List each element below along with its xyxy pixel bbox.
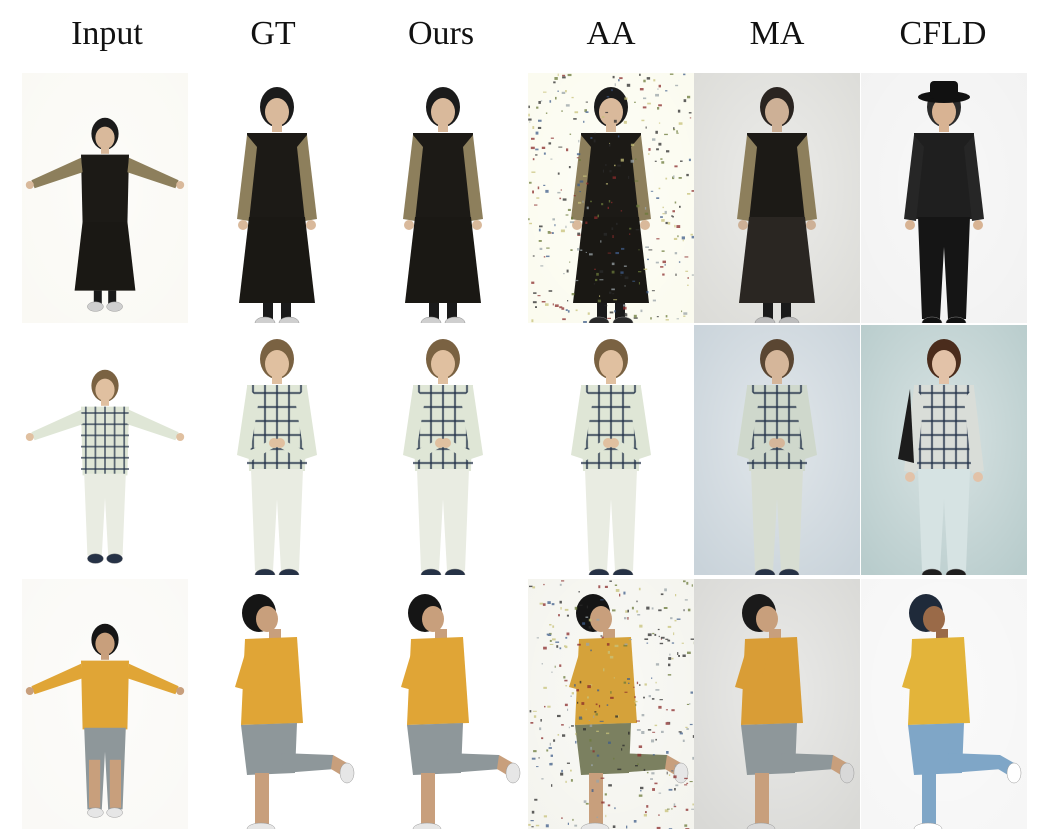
column-header-gt: GT <box>250 15 296 52</box>
figure-image <box>694 73 860 323</box>
result-image-ours-woman-dark-dress <box>360 73 526 323</box>
result-image-cfld-man-plaid-shirt <box>861 325 1027 575</box>
artifact-noise <box>528 73 694 323</box>
figure-image <box>528 73 694 323</box>
person-figure <box>898 339 984 575</box>
result-image-aa-woman-dark-dress <box>528 73 694 323</box>
person-figure <box>737 339 817 575</box>
result-image-ours-man-plaid-shirt <box>360 325 526 575</box>
artifact-noise <box>528 580 694 829</box>
figure-image <box>694 579 860 829</box>
figure-image <box>694 325 860 575</box>
person-figure <box>403 87 483 323</box>
column-header-input: Input <box>71 15 143 52</box>
column-header-cfld: CFLD <box>899 15 987 52</box>
result-image-ours-man-yellow-tshirt <box>360 579 526 829</box>
figure-image <box>861 579 1027 829</box>
person-figure <box>571 87 651 323</box>
result-image-gt-woman-dark-dress <box>194 73 360 323</box>
column-header-ours: Ours <box>407 15 475 52</box>
result-image-input-woman-dark-dress <box>22 73 188 323</box>
person-figure <box>902 594 1022 829</box>
person-figure <box>403 339 483 575</box>
person-figure <box>237 87 317 323</box>
result-image-ma-man-yellow-tshirt <box>694 579 860 829</box>
result-image-ma-woman-dark-dress <box>694 73 860 323</box>
result-image-ma-man-plaid-shirt <box>694 325 860 575</box>
figure-image <box>360 579 526 829</box>
figure-image <box>861 73 1027 323</box>
figure-image <box>528 325 694 575</box>
person-figure <box>401 594 521 829</box>
result-image-cfld-man-yellow-tshirt <box>861 579 1027 829</box>
result-image-aa-man-yellow-tshirt <box>528 579 694 829</box>
figure-image <box>194 325 360 575</box>
person-figure <box>569 594 689 829</box>
column-header-aa: AA <box>586 15 636 52</box>
column-header-ma: MA <box>749 15 805 52</box>
result-image-input-man-plaid-shirt <box>22 325 188 575</box>
figure-image <box>194 579 360 829</box>
figure-image <box>528 579 694 829</box>
person-figure <box>25 369 185 564</box>
result-image-cfld-woman-dark-dress <box>861 73 1027 323</box>
result-image-gt-man-yellow-tshirt <box>194 579 360 829</box>
result-image-input-man-yellow-tshirt <box>22 579 188 829</box>
figure-image <box>861 325 1027 575</box>
person-figure <box>571 339 651 575</box>
person-figure <box>25 623 185 818</box>
person-figure <box>735 594 855 829</box>
figure-image <box>22 325 188 575</box>
figure-image <box>22 579 188 829</box>
figure-image <box>194 73 360 323</box>
figure-image <box>22 73 188 323</box>
person-figure <box>904 81 984 323</box>
column-headers: Input GT Ours AA MA CFLD <box>0 0 1040 72</box>
result-image-gt-man-plaid-shirt <box>194 325 360 575</box>
person-figure <box>237 339 317 575</box>
figure-image <box>360 325 526 575</box>
person-figure <box>737 87 817 323</box>
figure-image <box>360 73 526 323</box>
person-figure <box>25 117 185 312</box>
person-figure <box>235 594 355 829</box>
result-image-aa-man-plaid-shirt <box>528 325 694 575</box>
